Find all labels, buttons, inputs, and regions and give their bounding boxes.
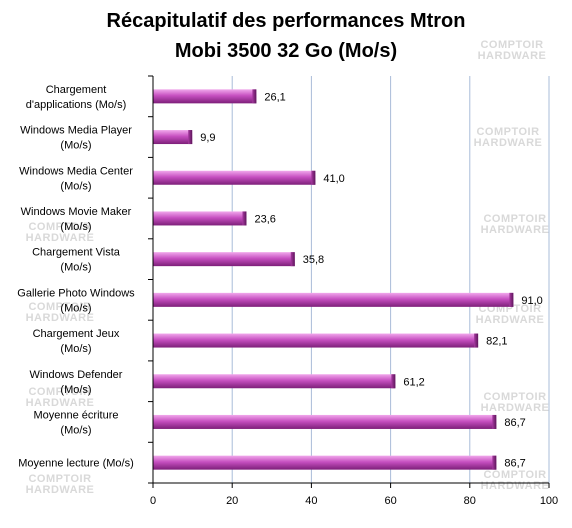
watermark-text: HARDWARE [26, 232, 95, 244]
watermark-text: HARDWARE [481, 224, 550, 236]
value-label: 26,1 [264, 91, 285, 103]
watermark-text: COMPTOIR [483, 213, 546, 225]
category-label: d'applications (Mo/s) [26, 99, 127, 111]
bar-end-cap [492, 455, 497, 470]
bar [153, 211, 247, 226]
category-label: (Mo/s) [60, 384, 91, 396]
watermark-text: COMPTOIR [483, 391, 546, 403]
bars: 26,1 9,9 41,0 23,6 35,8 91,0 82,1 61,2 86,7 86,7 [153, 89, 543, 470]
category-label: Gallerie Photo Windows [17, 287, 135, 299]
category-labels: Chargement d'applications (Mo/s) Windows M… [17, 84, 135, 470]
watermark-text: COMPTOIR [28, 301, 91, 313]
value-label: 61,2 [403, 376, 424, 388]
watermark-text: HARDWARE [476, 314, 545, 326]
x-tick-label: 0 [150, 495, 156, 507]
bar-end-cap [311, 170, 316, 185]
bar [153, 414, 497, 429]
watermark-text: COMPTOIR [28, 221, 91, 233]
watermark-text: HARDWARE [474, 137, 543, 149]
watermark-text: HARDWARE [26, 484, 95, 496]
category-label: (Mo/s) [60, 140, 91, 152]
watermark-text: HARDWARE [26, 397, 95, 409]
bar-end-cap [188, 130, 193, 145]
watermark-text: COMPTOIR [476, 126, 539, 138]
watermark-text: HARDWARE [478, 50, 547, 62]
value-label: 86,7 [504, 458, 525, 470]
category-label: (Mo/s) [60, 221, 91, 233]
category-label: Chargement Jeux [33, 328, 120, 340]
watermark-text: COMPTOIR [480, 39, 543, 51]
bar-end-cap [474, 333, 479, 348]
category-label: (Mo/s) [60, 343, 91, 355]
value-label: 91,0 [521, 295, 542, 307]
chart-title-line-1: Récapitulatif des performances Mtron [106, 10, 466, 32]
value-label: 82,1 [486, 336, 507, 348]
category-label: (Mo/s) [60, 180, 91, 192]
value-label: 86,7 [504, 417, 525, 429]
x-tick-label: 80 [464, 495, 476, 507]
axes [148, 75, 550, 488]
watermark-text: HARDWARE [26, 312, 95, 324]
value-label: 35,8 [303, 254, 324, 266]
category-label: Moyenne lecture (Mo/s) [18, 458, 134, 470]
watermark-text: HARDWARE [481, 402, 550, 414]
category-label: (Mo/s) [60, 424, 91, 436]
category-label: Windows Defender [30, 369, 123, 381]
bar-end-cap [492, 414, 497, 429]
category-label: Windows Media Center [19, 165, 133, 177]
bar [153, 292, 514, 307]
bar [153, 374, 396, 389]
category-label: Windows Movie Maker [21, 206, 132, 218]
watermark-text: COMPTOIR [28, 473, 91, 485]
category-label: Windows Media Player [20, 125, 132, 137]
value-label: 23,6 [254, 213, 275, 225]
value-label: 9,9 [200, 132, 215, 144]
x-tick-label: 40 [305, 495, 317, 507]
bar [153, 130, 193, 145]
chart-title: Récapitulatif des performances Mtron Mob… [0, 6, 572, 66]
bar [153, 252, 295, 267]
bar-end-cap [290, 252, 295, 267]
bar [153, 89, 257, 104]
x-tick-label: 60 [384, 495, 396, 507]
category-label: Moyenne écriture [34, 409, 119, 421]
category-label: Chargement [46, 84, 107, 96]
bar-end-cap [391, 374, 396, 389]
watermark-text: COMPTOIR [483, 469, 546, 481]
x-tick-label: 100 [540, 495, 558, 507]
x-tick-label: 20 [226, 495, 238, 507]
category-label: (Mo/s) [60, 302, 91, 314]
bar [153, 170, 316, 185]
bar-end-cap [242, 211, 247, 226]
watermark-text: HARDWARE [481, 480, 550, 492]
bar-end-cap [509, 292, 514, 307]
bar [153, 333, 479, 348]
bar [153, 455, 497, 470]
bar-end-cap [252, 89, 257, 104]
value-label: 41,0 [323, 173, 344, 185]
tick-labels: 0 20 40 60 80 100 [150, 495, 558, 507]
category-label: (Mo/s) [60, 262, 91, 274]
category-label: Chargement Vista [32, 247, 121, 259]
watermark-text: COMPTOIR [28, 386, 91, 398]
chart-title-line-2: Mobi 3500 32 Go (Mo/s) [174, 40, 398, 62]
